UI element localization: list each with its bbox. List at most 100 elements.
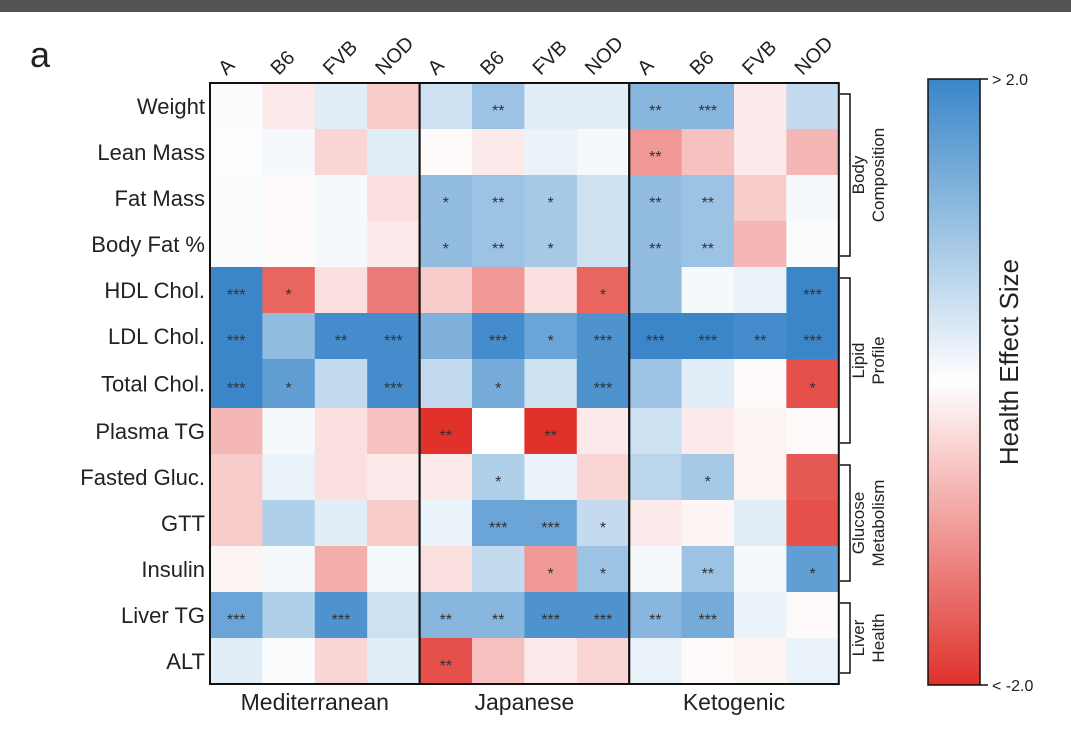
category-label: Lipid (849, 343, 868, 379)
significance-mark: * (809, 566, 815, 583)
heatmap-cell (524, 359, 578, 409)
heatmap-cell (681, 175, 735, 222)
significance-mark: ** (492, 612, 504, 629)
top-border-bar (0, 0, 1071, 12)
heatmap-cell (734, 454, 787, 501)
significance-mark: ** (702, 195, 714, 212)
significance-mark: ** (649, 149, 661, 166)
heatmap-cell (629, 592, 683, 639)
significance-mark: * (600, 287, 606, 304)
heatmap-cell (262, 129, 316, 176)
heatmap-cell (210, 592, 263, 639)
heatmap-cell (576, 267, 630, 314)
significance-mark: ** (492, 195, 504, 212)
significance-mark: *** (227, 287, 246, 304)
significance-mark: *** (698, 333, 717, 350)
column-label: B6 (476, 47, 509, 80)
column-label: NOD (581, 33, 628, 80)
heatmap-cell (210, 454, 263, 501)
column-label: FVB (738, 36, 781, 79)
heatmap-cell (576, 313, 630, 360)
heatmap-cell (786, 408, 840, 455)
column-label: NOD (371, 33, 418, 80)
category-label: Body (849, 155, 868, 194)
heatmap-cell (524, 454, 578, 501)
heatmap-cell (524, 546, 578, 593)
row-labels: Weight Lean Mass Fat Mass Body Fat % HDL Cho… (80, 94, 205, 674)
heatmap-cell (472, 500, 525, 547)
category-label: Glucose (849, 492, 868, 554)
heatmap-cell (576, 592, 630, 639)
heatmap-cell (367, 638, 421, 685)
heatmap-cell (314, 221, 368, 268)
row-label: ALT (166, 649, 205, 674)
category-bracket (840, 277, 851, 444)
column-label: B6 (267, 47, 300, 80)
heatmap-cell (681, 359, 735, 409)
heatmap-cell (314, 175, 368, 222)
heatmap-cell (210, 638, 263, 685)
column-label: A (214, 54, 239, 79)
heatmap-cell (734, 359, 787, 409)
heatmap-cell (576, 408, 630, 455)
significance-mark: * (547, 195, 553, 212)
group-frame (628, 82, 840, 685)
heatmap-cell (524, 408, 578, 455)
heatmap-cell (576, 83, 630, 130)
significance-mark: *** (646, 333, 665, 350)
column-label: A (424, 54, 449, 79)
heatmap-cell (629, 83, 683, 130)
category-brackets: Body Composition Lipid Profile Glucose Metabo… (840, 93, 888, 674)
significance-mark: ** (649, 195, 661, 212)
significance-mark: * (809, 381, 815, 398)
heatmap-cell (262, 267, 316, 314)
heatmap-cell (419, 638, 473, 685)
category-bracket (840, 464, 851, 582)
heatmap-cell (472, 408, 525, 455)
heatmap-cell (419, 546, 473, 593)
heatmap-cell (472, 175, 525, 222)
significance-mark: *** (803, 287, 822, 304)
heatmap-cell (629, 267, 683, 314)
significance-mark: * (285, 287, 291, 304)
group-label: Ketogenic (683, 689, 785, 715)
heatmap-cell (629, 638, 683, 685)
heatmap-cell (472, 546, 525, 593)
heatmap-cell (314, 129, 368, 176)
heatmap-cell (262, 313, 316, 360)
heatmap-cell (734, 83, 787, 130)
significance-mark: ** (649, 103, 661, 120)
significance-mark: *** (698, 612, 717, 629)
colorbar-legend: > 2.0 < -2.0 Health Effect Size (927, 72, 1033, 695)
heatmap-cell (734, 221, 787, 268)
heatmap-cell (576, 500, 630, 547)
heatmap-cell (210, 175, 263, 222)
heatmap-cell (734, 175, 787, 222)
heatmap-cell (210, 83, 263, 130)
heatmap-cell (734, 500, 787, 547)
row-label: Insulin (141, 557, 205, 582)
heatmap-cell (210, 546, 263, 593)
heatmap-cell (472, 359, 525, 409)
panel-label: a (30, 34, 51, 75)
row-label: LDL Chol. (108, 324, 205, 349)
heatmap-cell (629, 129, 683, 176)
significance-mark: ** (754, 333, 766, 350)
heatmap-cell (576, 175, 630, 222)
heatmap-cell (314, 313, 368, 360)
heatmap-cell (367, 221, 421, 268)
heatmap-cell (786, 221, 840, 268)
heatmap-cell (524, 500, 578, 547)
heatmap-cell (472, 454, 525, 501)
heatmap-cell (681, 454, 735, 501)
heatmap-cell (524, 267, 578, 314)
heatmap-cell (681, 83, 735, 130)
heatmap-cell (576, 221, 630, 268)
heatmap-cell (419, 500, 473, 547)
significance-mark: *** (489, 520, 508, 537)
heatmap-cell (786, 500, 840, 547)
heatmap-cell (262, 638, 316, 685)
row-label: Total Chol. (101, 372, 205, 397)
significance-mark: *** (489, 333, 508, 350)
heatmap-cell (786, 454, 840, 501)
